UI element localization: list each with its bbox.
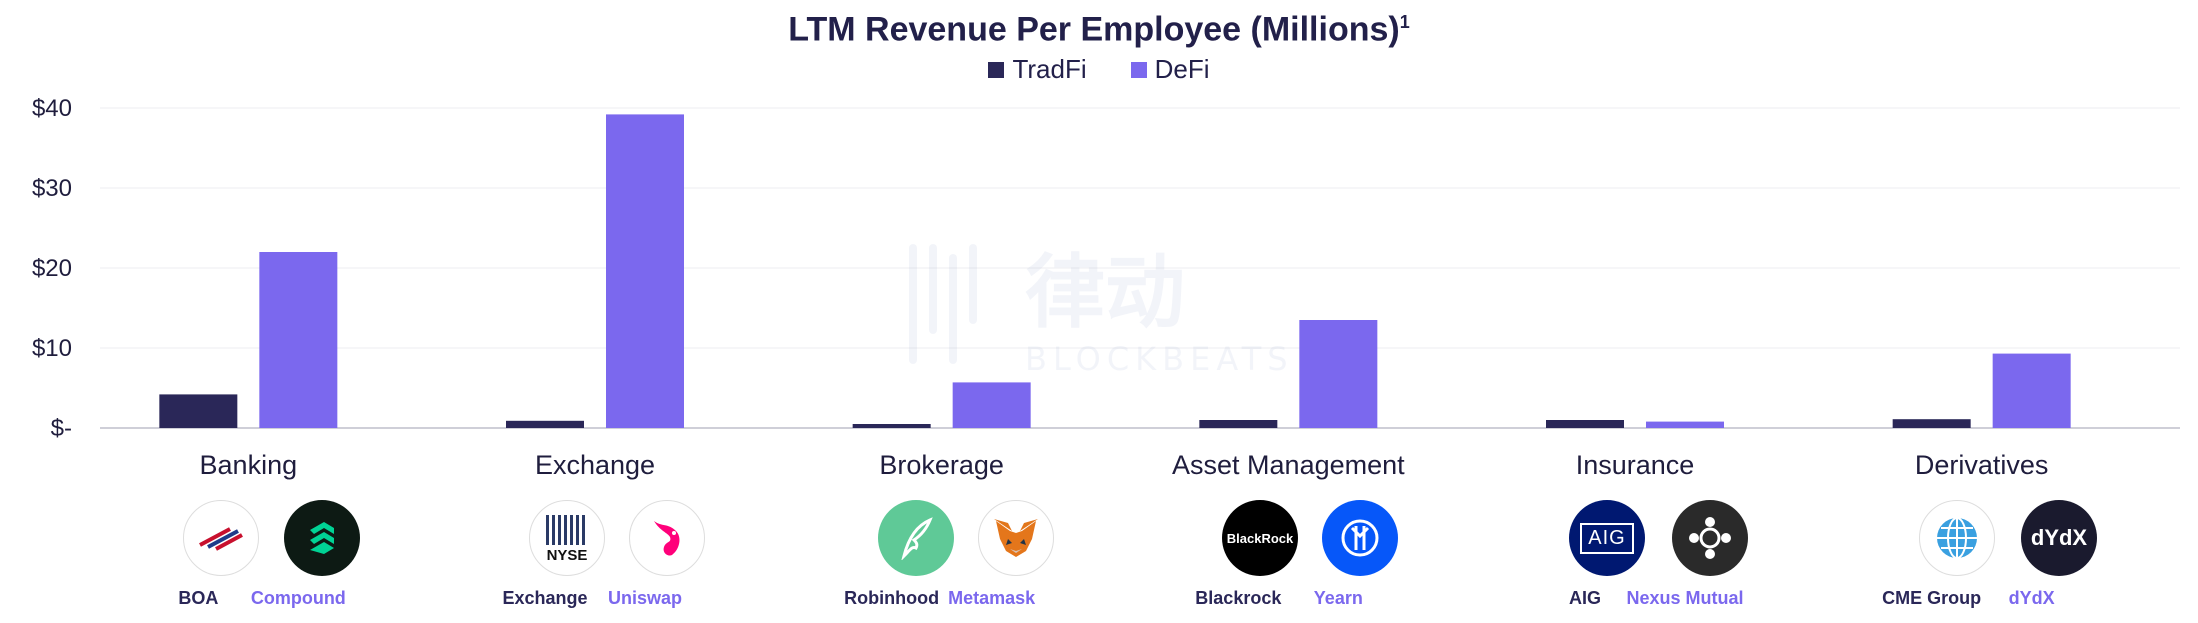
bar-tradfi-insurance <box>1546 420 1624 428</box>
nexus-mutual-logo-icon <box>1672 500 1748 576</box>
category-label: Derivatives <box>1915 450 2049 480</box>
compound-logo-icon <box>284 500 360 576</box>
legend-label-defi: DeFi <box>1154 54 1210 84</box>
y-tick-label: $- <box>51 415 72 442</box>
legend-item-defi: DeFi <box>1130 54 1210 85</box>
company-label-defi: Compound <box>250 588 346 608</box>
legend-label-tradfi: TradFi <box>1012 54 1087 84</box>
dydx-logo-text: dYdX <box>2030 525 2088 550</box>
nyse-logo-text: NYSE <box>546 546 588 564</box>
company-label-defi: Metamask <box>948 588 1036 608</box>
bar-tradfi-exchange <box>506 420 584 428</box>
title-footnote: 1 <box>1399 12 1410 32</box>
company-label-tradfi: Blackrock <box>1195 588 1282 608</box>
bar-tradfi-derivatives <box>1892 419 1971 428</box>
category-label: Asset Management <box>1172 450 1405 480</box>
y-tick-label: $40 <box>32 95 72 122</box>
bar-defi-banking <box>259 252 338 428</box>
uniswap-logo-icon <box>629 500 705 576</box>
y-tick-label: $30 <box>32 175 72 202</box>
bar-defi-insurance <box>1646 421 1724 428</box>
company-label-tradfi: BOA <box>178 588 219 608</box>
legend-swatch-tradfi <box>988 61 1005 78</box>
category-label: Banking <box>200 450 298 480</box>
company-label-defi: Yearn <box>1313 588 1363 608</box>
company-label-defi: dYdX <box>2008 588 2055 608</box>
company-label-tradfi: AIG <box>1568 588 1601 608</box>
bar-defi-asset-management <box>1299 320 1378 428</box>
legend-swatch-defi <box>1130 61 1147 78</box>
legend-item-tradfi: TradFi <box>988 54 1087 85</box>
company-label-tradfi: CME Group <box>1882 588 1982 608</box>
metamask-logo-icon <box>978 500 1054 576</box>
bar-defi-derivatives <box>1992 353 2071 428</box>
bar-tradfi-banking <box>159 394 238 428</box>
y-tick-label: $10 <box>32 335 72 362</box>
dydx-logo-icon: dYdX <box>2021 500 2097 576</box>
category-label: Brokerage <box>879 450 1004 480</box>
bar-tradfi-asset-management <box>1199 420 1278 428</box>
company-label-tradfi: Robinhood <box>844 588 940 608</box>
robinhood-logo-icon <box>878 500 954 576</box>
bar-tradfi-brokerage <box>852 424 931 428</box>
legend: TradFi DeFi <box>0 54 2198 85</box>
company-label-defi: Uniswap <box>607 588 682 608</box>
company-logos-row: NYSE BlackRock AIG <box>0 500 2198 623</box>
boa-logo-icon <box>183 500 259 576</box>
bar-defi-brokerage <box>952 382 1031 428</box>
chart-title: LTM Revenue Per Employee (Millions)1 <box>788 10 1410 49</box>
nyse-logo-icon: NYSE <box>529 500 605 576</box>
aig-logo-text: AIG <box>1580 522 1634 554</box>
category-label: Exchange <box>535 450 655 480</box>
blackrock-logo-icon: BlackRock <box>1222 500 1298 576</box>
company-label-tradfi: Exchange <box>502 588 588 608</box>
blackrock-logo-text: BlackRock <box>1226 530 1294 546</box>
yearn-logo-icon <box>1322 500 1398 576</box>
cme-logo-icon <box>1919 500 1995 576</box>
bar-chart: $40 $30 $20 $10 $- Banking Exchange Brokerage As… <box>32 95 2180 480</box>
aig-logo-icon: AIG <box>1569 500 1645 576</box>
bar-defi-exchange <box>606 114 684 429</box>
category-label: Insurance <box>1576 450 1695 480</box>
y-tick-label: $20 <box>32 255 72 282</box>
company-label-defi: Nexus Mutual <box>1626 588 1744 608</box>
